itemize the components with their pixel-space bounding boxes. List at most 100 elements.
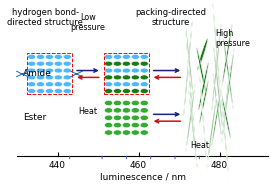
Ellipse shape: [63, 54, 71, 59]
Bar: [27, 53, 72, 94]
Ellipse shape: [140, 61, 148, 66]
Ellipse shape: [54, 68, 62, 73]
Ellipse shape: [221, 94, 231, 140]
Ellipse shape: [54, 54, 62, 59]
Ellipse shape: [45, 82, 53, 87]
Ellipse shape: [140, 100, 148, 106]
Ellipse shape: [54, 89, 62, 94]
Ellipse shape: [198, 60, 209, 112]
Ellipse shape: [113, 108, 122, 113]
Text: packing-directed
structure: packing-directed structure: [136, 8, 207, 27]
Ellipse shape: [122, 54, 131, 59]
Ellipse shape: [196, 46, 207, 97]
Ellipse shape: [113, 68, 122, 73]
Ellipse shape: [198, 60, 208, 174]
Ellipse shape: [222, 23, 232, 87]
Ellipse shape: [27, 68, 36, 73]
Ellipse shape: [221, 60, 231, 146]
Ellipse shape: [36, 68, 45, 73]
Ellipse shape: [122, 115, 131, 120]
Ellipse shape: [36, 82, 45, 87]
Ellipse shape: [184, 9, 194, 104]
Ellipse shape: [63, 68, 71, 73]
Ellipse shape: [122, 100, 131, 106]
Ellipse shape: [54, 75, 62, 80]
Ellipse shape: [27, 75, 36, 80]
Ellipse shape: [113, 89, 122, 94]
Ellipse shape: [63, 61, 71, 66]
Ellipse shape: [45, 89, 53, 94]
Text: Heat: Heat: [190, 141, 209, 150]
Ellipse shape: [207, 95, 217, 165]
Ellipse shape: [105, 89, 113, 94]
Ellipse shape: [105, 115, 113, 120]
Ellipse shape: [45, 75, 53, 80]
Ellipse shape: [105, 130, 113, 135]
Ellipse shape: [122, 108, 131, 113]
Ellipse shape: [140, 89, 148, 94]
Ellipse shape: [54, 82, 62, 87]
Ellipse shape: [131, 108, 139, 113]
Ellipse shape: [140, 68, 148, 73]
Ellipse shape: [122, 122, 131, 128]
Ellipse shape: [105, 54, 113, 59]
Ellipse shape: [122, 89, 131, 94]
Ellipse shape: [212, 0, 222, 121]
Ellipse shape: [45, 61, 53, 66]
Ellipse shape: [140, 75, 148, 80]
Ellipse shape: [113, 130, 122, 135]
Ellipse shape: [212, 71, 222, 140]
Ellipse shape: [131, 61, 139, 66]
Ellipse shape: [186, 83, 195, 152]
Ellipse shape: [45, 54, 53, 59]
Ellipse shape: [105, 82, 113, 87]
Ellipse shape: [183, 14, 193, 126]
Ellipse shape: [213, 41, 223, 136]
Ellipse shape: [113, 100, 122, 106]
Ellipse shape: [131, 82, 139, 87]
Ellipse shape: [220, 78, 229, 180]
Ellipse shape: [105, 122, 113, 128]
Ellipse shape: [63, 89, 71, 94]
Text: Low
pressure: Low pressure: [70, 13, 105, 32]
Ellipse shape: [113, 75, 122, 80]
Ellipse shape: [36, 61, 45, 66]
Ellipse shape: [122, 68, 131, 73]
Ellipse shape: [131, 68, 139, 73]
X-axis label: luminescence / nm: luminescence / nm: [100, 173, 186, 182]
Ellipse shape: [63, 75, 71, 80]
Ellipse shape: [131, 115, 139, 120]
Ellipse shape: [45, 68, 53, 73]
Ellipse shape: [185, 25, 195, 150]
Ellipse shape: [140, 54, 148, 59]
Ellipse shape: [27, 89, 36, 94]
Text: hydrogen bond-
directed structure: hydrogen bond- directed structure: [7, 8, 83, 27]
Ellipse shape: [131, 89, 139, 94]
Ellipse shape: [131, 122, 139, 128]
Ellipse shape: [105, 68, 113, 73]
Ellipse shape: [122, 61, 131, 66]
Ellipse shape: [131, 130, 139, 135]
Ellipse shape: [105, 108, 113, 113]
Ellipse shape: [113, 82, 122, 87]
Ellipse shape: [63, 82, 71, 87]
Ellipse shape: [197, 38, 208, 71]
Ellipse shape: [211, 22, 221, 116]
Ellipse shape: [140, 108, 148, 113]
Ellipse shape: [113, 115, 122, 120]
Ellipse shape: [27, 61, 36, 66]
Ellipse shape: [113, 122, 122, 128]
Ellipse shape: [36, 54, 45, 59]
Ellipse shape: [187, 53, 196, 156]
Bar: [104, 53, 149, 94]
Ellipse shape: [131, 75, 139, 80]
Ellipse shape: [140, 130, 148, 135]
Ellipse shape: [122, 75, 131, 80]
Ellipse shape: [131, 54, 139, 59]
Ellipse shape: [36, 75, 45, 80]
Ellipse shape: [105, 100, 113, 106]
Ellipse shape: [212, 89, 221, 147]
Ellipse shape: [140, 82, 148, 87]
Ellipse shape: [36, 89, 45, 94]
Ellipse shape: [131, 100, 139, 106]
